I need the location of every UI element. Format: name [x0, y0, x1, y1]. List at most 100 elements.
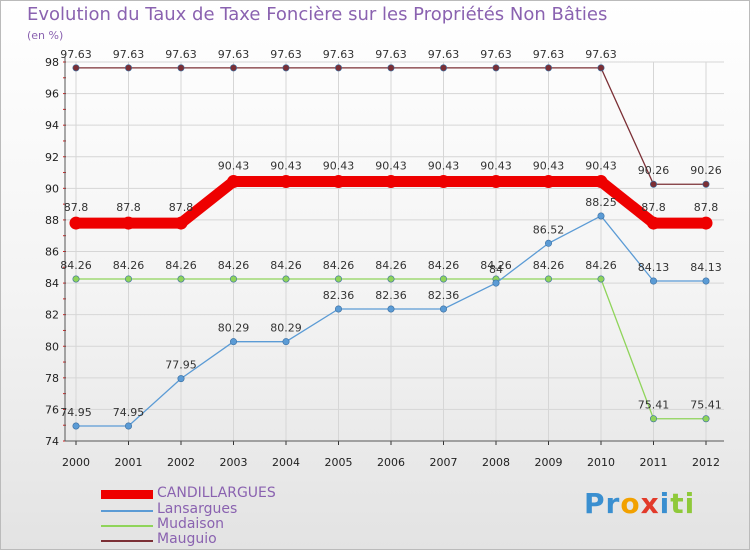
- y-tick-label: 86: [45, 246, 59, 259]
- grid: [65, 61, 724, 442]
- legend-label: Mauguio: [157, 531, 217, 547]
- data-point: [334, 64, 342, 72]
- data-label: 97.63: [270, 48, 302, 61]
- data-point: [72, 422, 80, 430]
- data-point: [334, 275, 342, 283]
- data-label: 84.26: [533, 259, 565, 272]
- logo-letter: i: [684, 487, 696, 520]
- x-tick-label: 2000: [62, 456, 90, 469]
- data-label: 97.63: [218, 48, 250, 61]
- data-point: [699, 216, 713, 230]
- data-label: 97.63: [60, 48, 92, 61]
- data-point: [125, 275, 133, 283]
- x-tick-label: 2004: [272, 456, 300, 469]
- x-tick-label: 2009: [535, 456, 563, 469]
- data-label: 75.41: [690, 399, 722, 412]
- logo-letter: P: [584, 487, 606, 520]
- data-label: 74.95: [60, 406, 92, 419]
- data-label: 90.43: [323, 160, 355, 173]
- data-label: 82.36: [323, 289, 355, 302]
- data-point: [72, 275, 80, 283]
- data-label: 84.26: [60, 259, 92, 272]
- data-label: 80.29: [218, 322, 250, 335]
- data-point: [597, 275, 605, 283]
- y-tick-label: 88: [45, 214, 59, 227]
- data-label: 97.63: [113, 48, 145, 61]
- y-axis-unit-label: (en %): [27, 29, 64, 42]
- data-point: [177, 375, 185, 383]
- data-point: [649, 415, 657, 423]
- data-point: [489, 175, 503, 189]
- data-label: 90.43: [218, 160, 250, 173]
- data-label: 75.41: [638, 399, 670, 412]
- data-label: 90.43: [533, 160, 565, 173]
- data-label: 97.63: [480, 48, 512, 61]
- data-point: [439, 64, 447, 72]
- data-label: 84.26: [480, 259, 512, 272]
- data-point: [230, 64, 238, 72]
- data-label: 87.8: [64, 201, 89, 214]
- x-tick-label: 2011: [640, 456, 668, 469]
- data-point: [332, 175, 345, 189]
- y-tick-label: 92: [45, 151, 59, 164]
- data-point: [384, 175, 398, 189]
- data-label: 87.8: [169, 201, 194, 214]
- data-label: 84: [489, 263, 503, 276]
- x-tick-label: 2008: [482, 456, 510, 469]
- data-label: 97.63: [323, 48, 355, 61]
- data-point: [227, 175, 240, 189]
- data-label: 90.26: [690, 164, 722, 177]
- legend-label: CANDILLARGUES: [157, 485, 276, 501]
- data-point: [647, 216, 660, 230]
- data-label: 90.43: [585, 160, 617, 173]
- data-point: [702, 415, 710, 423]
- data-label: 86.52: [533, 223, 565, 236]
- data-point: [597, 212, 605, 220]
- data-point: [702, 277, 710, 285]
- x-tick-label: 2002: [167, 456, 195, 469]
- data-labels: 87.8 87.8 87.8 90.43 90.43 90.43 90.43 90.43 90.…: [60, 48, 722, 419]
- data-point: [439, 305, 447, 313]
- data-point: [649, 277, 657, 285]
- data-point: [282, 275, 290, 283]
- data-label: 97.63: [428, 48, 460, 61]
- data-point: [230, 338, 238, 346]
- data-label: 84.13: [690, 261, 722, 274]
- data-label: 80.29: [270, 322, 302, 335]
- y-tick-label: 90: [45, 182, 59, 195]
- data-point: [492, 64, 500, 72]
- series-layer: [69, 64, 713, 430]
- legend-swatch: [101, 540, 153, 542]
- data-point: [279, 175, 293, 189]
- legend-label: Mudaison: [157, 516, 225, 532]
- data-label: 84.26: [428, 259, 460, 272]
- logo-letter: i: [659, 487, 671, 520]
- data-point: [544, 275, 552, 283]
- data-label: 84.26: [585, 259, 617, 272]
- data-point: [334, 305, 342, 313]
- legend-swatch: [101, 490, 153, 499]
- data-point: [702, 180, 710, 188]
- data-point: [594, 175, 608, 189]
- data-point: [544, 239, 552, 247]
- data-point: [597, 64, 605, 72]
- logo-letter: x: [640, 487, 660, 520]
- data-point: [69, 216, 83, 230]
- data-point: [122, 216, 135, 230]
- axes: 74 76 78 80 82 84 86 88 90 92 94 96 98 2000 2001 2002 20…: [45, 56, 724, 469]
- data-label: 82.36: [428, 289, 460, 302]
- data-label: 97.63: [533, 48, 565, 61]
- legend-swatch: [101, 510, 153, 512]
- y-tick-label: 74: [45, 435, 59, 448]
- data-point: [230, 275, 238, 283]
- data-label: 84.26: [113, 259, 145, 272]
- data-label: 74.95: [113, 406, 145, 419]
- data-label: 84.26: [165, 259, 197, 272]
- x-tick-label: 2010: [587, 456, 615, 469]
- data-point: [125, 64, 133, 72]
- x-tick-label: 2001: [115, 456, 143, 469]
- y-tick-label: 94: [45, 119, 59, 132]
- y-tick-label: 96: [45, 88, 59, 101]
- x-tick-label: 2012: [692, 456, 720, 469]
- data-point: [125, 422, 133, 430]
